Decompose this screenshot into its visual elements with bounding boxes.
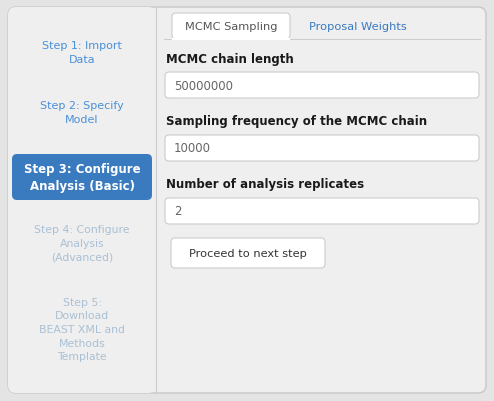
FancyBboxPatch shape bbox=[165, 136, 479, 162]
Text: Proceed to next step: Proceed to next step bbox=[189, 248, 307, 258]
Text: 2: 2 bbox=[174, 205, 181, 218]
Text: Step 4: Configure
Analysis
(Advanced): Step 4: Configure Analysis (Advanced) bbox=[34, 225, 130, 262]
Text: Step 3: Configure
Analysis (Basic): Step 3: Configure Analysis (Basic) bbox=[24, 162, 140, 193]
Text: Step 1: Import
Data: Step 1: Import Data bbox=[42, 41, 122, 65]
FancyBboxPatch shape bbox=[165, 73, 479, 99]
FancyBboxPatch shape bbox=[165, 198, 479, 225]
Text: Sampling frequency of the MCMC chain: Sampling frequency of the MCMC chain bbox=[166, 115, 427, 128]
FancyBboxPatch shape bbox=[172, 14, 290, 40]
FancyBboxPatch shape bbox=[8, 8, 156, 393]
Text: 50000000: 50000000 bbox=[174, 79, 233, 92]
Text: Step 5:
Download
BEAST XML and
Methods
Template: Step 5: Download BEAST XML and Methods T… bbox=[39, 297, 125, 361]
FancyBboxPatch shape bbox=[8, 8, 486, 393]
Text: Step 2: Specify
Model: Step 2: Specify Model bbox=[40, 101, 124, 124]
Text: MCMC Sampling: MCMC Sampling bbox=[185, 22, 277, 32]
FancyBboxPatch shape bbox=[12, 155, 152, 200]
Text: MCMC chain length: MCMC chain length bbox=[166, 53, 294, 65]
Text: 10000: 10000 bbox=[174, 142, 211, 155]
Text: Proposal Weights: Proposal Weights bbox=[309, 22, 407, 32]
Text: Number of analysis replicates: Number of analysis replicates bbox=[166, 178, 364, 191]
FancyBboxPatch shape bbox=[171, 239, 325, 268]
